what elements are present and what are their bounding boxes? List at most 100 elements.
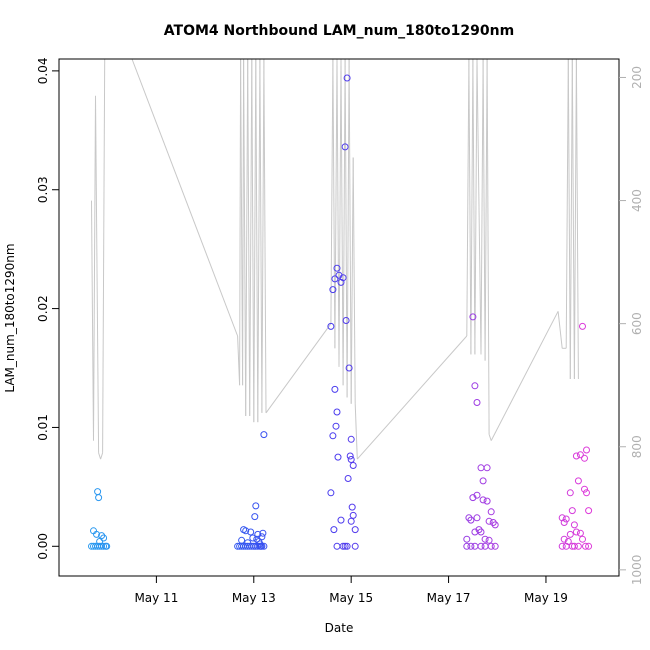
data-point (334, 453, 342, 461)
data-point (347, 456, 355, 463)
data-point (574, 542, 582, 550)
data-point (348, 503, 356, 511)
data-point (327, 322, 335, 330)
data-point (481, 535, 489, 543)
data-point (487, 542, 495, 550)
data-point (568, 507, 576, 515)
data-point (491, 542, 499, 550)
line-segment (571, 58, 575, 380)
data-point (343, 74, 351, 82)
data-point (483, 497, 491, 505)
data-point (485, 517, 493, 525)
data-point (467, 542, 475, 550)
data-point (481, 542, 489, 550)
data-point (483, 464, 491, 472)
line-segment (338, 58, 342, 367)
line-segment (482, 58, 486, 361)
x-tick-label: May 17 (427, 591, 471, 605)
data-point (349, 462, 357, 469)
data-point (487, 508, 495, 516)
data-point (579, 322, 586, 330)
data-point (341, 143, 349, 151)
line-segment (466, 58, 470, 337)
data-point (333, 408, 341, 416)
data-point (585, 507, 593, 515)
data-point (581, 454, 588, 462)
line-segment (93, 95, 96, 441)
points-layer (88, 74, 593, 550)
line-segment (249, 58, 253, 417)
data-point (469, 494, 477, 502)
line-segment (567, 58, 571, 380)
data-point (473, 514, 481, 522)
data-point (244, 539, 252, 547)
y-tick-label: 0.00 (36, 533, 50, 560)
x-tick-label: May 19 (524, 591, 568, 605)
line-segment (102, 58, 106, 453)
data-point (558, 542, 566, 550)
data-point (329, 286, 337, 294)
line-segment (490, 311, 559, 441)
data-point (471, 382, 479, 390)
line-segment (265, 323, 332, 414)
line-segment (569, 58, 573, 380)
line-segment (346, 58, 350, 398)
x-axis: May 11 May 13 May 15 May 17 May 19 (134, 576, 568, 605)
data-point (100, 542, 108, 550)
data-point (95, 494, 103, 502)
data-point (333, 542, 341, 550)
x-axis-label: Date (325, 621, 354, 635)
line-segment (100, 452, 104, 460)
line-segment (354, 403, 358, 460)
y2-tick-label: 400 (630, 189, 644, 212)
data-point (331, 385, 339, 393)
line-segment (468, 58, 472, 355)
line-segment (263, 58, 267, 413)
line-segment (352, 157, 356, 404)
data-point (477, 528, 485, 536)
data-point (463, 542, 471, 550)
data-point (247, 528, 255, 536)
line-segment (575, 58, 579, 380)
data-point (479, 496, 487, 504)
y-axis-label: LAM_num_180to1290nm (3, 243, 17, 392)
y-tick-label: 0.03 (36, 176, 50, 203)
line-segment (484, 58, 488, 361)
line-segment (486, 58, 490, 435)
line-segment (348, 58, 352, 404)
line-segment (332, 58, 336, 349)
data-point (96, 538, 104, 545)
data-point (337, 516, 345, 524)
data-point (485, 536, 493, 544)
data-point (570, 542, 578, 550)
line-segment (474, 58, 478, 355)
line-segment (480, 58, 484, 355)
data-point (103, 542, 111, 550)
data-point (329, 432, 337, 440)
data-point (562, 515, 570, 523)
data-point (346, 452, 354, 460)
line-segment (336, 58, 340, 367)
data-point (576, 451, 584, 459)
data-point (341, 542, 349, 550)
y2-tick-label: 800 (630, 435, 644, 458)
data-point (251, 513, 259, 521)
data-point (469, 313, 477, 321)
line-segment (245, 58, 249, 417)
y2-tick-label: 200 (630, 66, 644, 89)
data-point (343, 542, 351, 550)
x-tick-label: May 15 (329, 591, 373, 605)
data-point (583, 446, 590, 454)
line-segment (340, 58, 344, 386)
data-point (93, 530, 100, 538)
data-point (259, 529, 267, 537)
data-point (257, 542, 265, 550)
data-point (242, 527, 250, 535)
data-point (252, 502, 260, 510)
data-point (579, 535, 586, 543)
line-segment (356, 335, 468, 460)
line-segment (131, 58, 239, 337)
data-point (572, 452, 580, 460)
data-point (345, 364, 353, 372)
line-segment (342, 58, 346, 386)
